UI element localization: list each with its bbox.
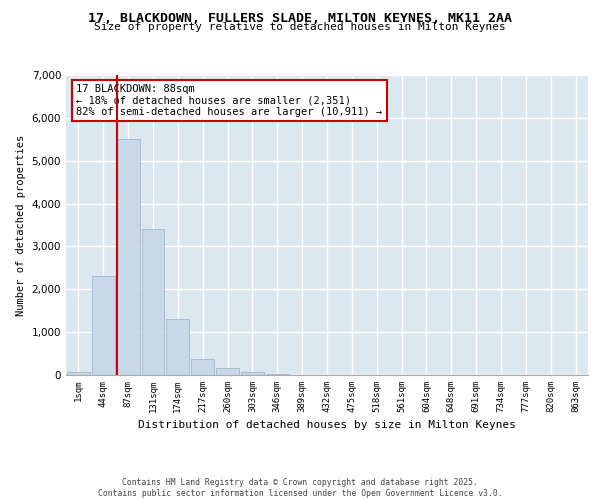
X-axis label: Distribution of detached houses by size in Milton Keynes: Distribution of detached houses by size … bbox=[138, 420, 516, 430]
Text: Size of property relative to detached houses in Milton Keynes: Size of property relative to detached ho… bbox=[94, 22, 506, 32]
Text: 17, BLACKDOWN, FULLERS SLADE, MILTON KEYNES, MK11 2AA: 17, BLACKDOWN, FULLERS SLADE, MILTON KEY… bbox=[88, 12, 512, 26]
Text: Contains HM Land Registry data © Crown copyright and database right 2025.
Contai: Contains HM Land Registry data © Crown c… bbox=[98, 478, 502, 498]
Bar bbox=[166, 320, 189, 375]
Y-axis label: Number of detached properties: Number of detached properties bbox=[16, 134, 26, 316]
Text: 17 BLACKDOWN: 88sqm
← 18% of detached houses are smaller (2,351)
82% of semi-det: 17 BLACKDOWN: 88sqm ← 18% of detached ho… bbox=[76, 84, 383, 117]
Bar bbox=[142, 230, 164, 375]
Bar bbox=[216, 368, 239, 375]
Bar bbox=[191, 359, 214, 375]
Bar bbox=[92, 276, 115, 375]
Bar bbox=[266, 374, 289, 375]
Bar bbox=[241, 372, 264, 375]
Bar bbox=[117, 140, 140, 375]
Bar bbox=[67, 372, 90, 375]
